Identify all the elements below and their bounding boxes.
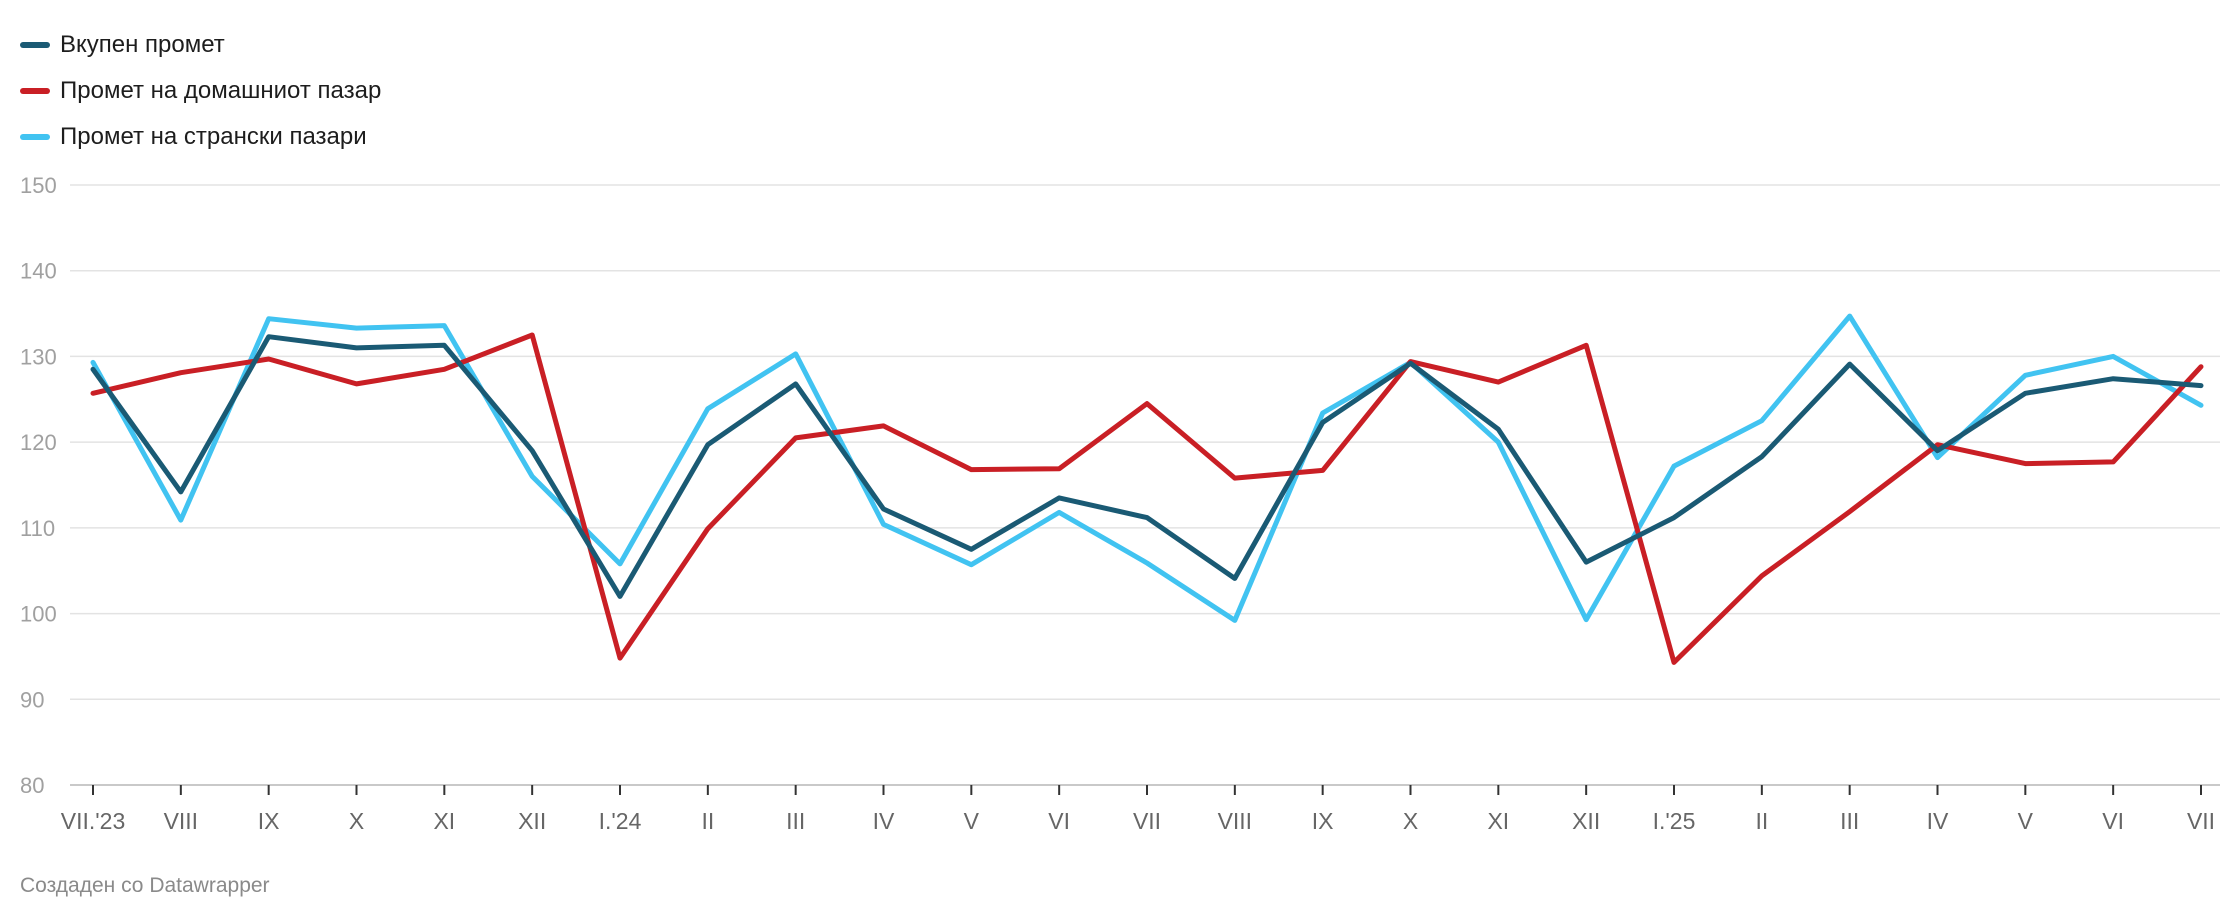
x-tick-label: I.'25 xyxy=(1653,808,1696,834)
x-tick-label: V xyxy=(964,808,980,834)
x-tick-label: VII.'23 xyxy=(61,808,126,834)
legend-label-foreign: Промет на странски пазари xyxy=(60,123,367,150)
y-tick-label: 120 xyxy=(20,430,57,455)
series-line-domestic xyxy=(90,332,2204,665)
x-tick-label: VII xyxy=(2187,808,2215,834)
x-tick-label: X xyxy=(349,808,364,834)
x-tick-label: IX xyxy=(1312,808,1334,834)
series-line-foreign xyxy=(90,313,2204,623)
y-tick-label: 110 xyxy=(20,516,55,541)
x-tick-label: XII xyxy=(1572,808,1600,834)
gridlines xyxy=(70,184,2220,786)
x-tick-label: XI xyxy=(1487,808,1509,834)
y-tick-label: 140 xyxy=(20,259,57,284)
series-line-total xyxy=(90,334,2204,599)
legend-swatch-domestic xyxy=(20,88,50,94)
x-tick-label: VI xyxy=(1048,808,1070,834)
legend-label-total: Вкупен промет xyxy=(60,31,225,58)
legend-label-domestic: Промет на домашниот пазар xyxy=(60,77,382,104)
x-tick-label: VI xyxy=(2102,808,2124,834)
x-tick-label: IV xyxy=(1927,808,1949,834)
x-axis-ticks: VII.'23 VIII IX X XI XII I.'24 II III IV V VI VII VII… xyxy=(61,785,2215,834)
series-lines xyxy=(90,313,2204,665)
legend-swatch-foreign xyxy=(20,134,50,140)
x-tick-label: XI xyxy=(433,808,455,834)
legend-item-total: Вкупен промет xyxy=(20,22,381,68)
legend-item-foreign: Промет на странски пазари xyxy=(20,114,381,160)
x-tick-label: V xyxy=(2018,808,2034,834)
x-tick-label: VII xyxy=(1133,808,1161,834)
y-tick-label: 80 xyxy=(20,773,44,798)
x-tick-label: III xyxy=(1840,808,1859,834)
x-tick-label: II xyxy=(701,808,714,834)
y-tick-label: 100 xyxy=(20,602,57,627)
legend-swatch-total xyxy=(20,42,50,48)
x-tick-label: II xyxy=(1755,808,1768,834)
x-tick-label: X xyxy=(1403,808,1418,834)
legend-item-domestic: Промет на домашниот пазар xyxy=(20,68,381,114)
x-tick-label: VIII xyxy=(1218,808,1253,834)
y-tick-label: 150 xyxy=(20,173,57,198)
x-tick-label: IX xyxy=(258,808,280,834)
y-tick-label: 90 xyxy=(20,687,44,712)
x-tick-label: XII xyxy=(518,808,546,834)
x-tick-label: VIII xyxy=(164,808,199,834)
x-tick-label: I.'24 xyxy=(599,808,642,834)
y-axis-ticks: 80 90 100 110 120 130 140 150 xyxy=(20,173,57,798)
credit-text: Создаден со Datawrapper xyxy=(20,874,270,897)
y-tick-label: 130 xyxy=(20,344,57,369)
x-tick-label: IV xyxy=(873,808,895,834)
legend: Вкупен промет Промет на домашниот пазар … xyxy=(20,22,381,160)
x-tick-label: III xyxy=(786,808,805,834)
